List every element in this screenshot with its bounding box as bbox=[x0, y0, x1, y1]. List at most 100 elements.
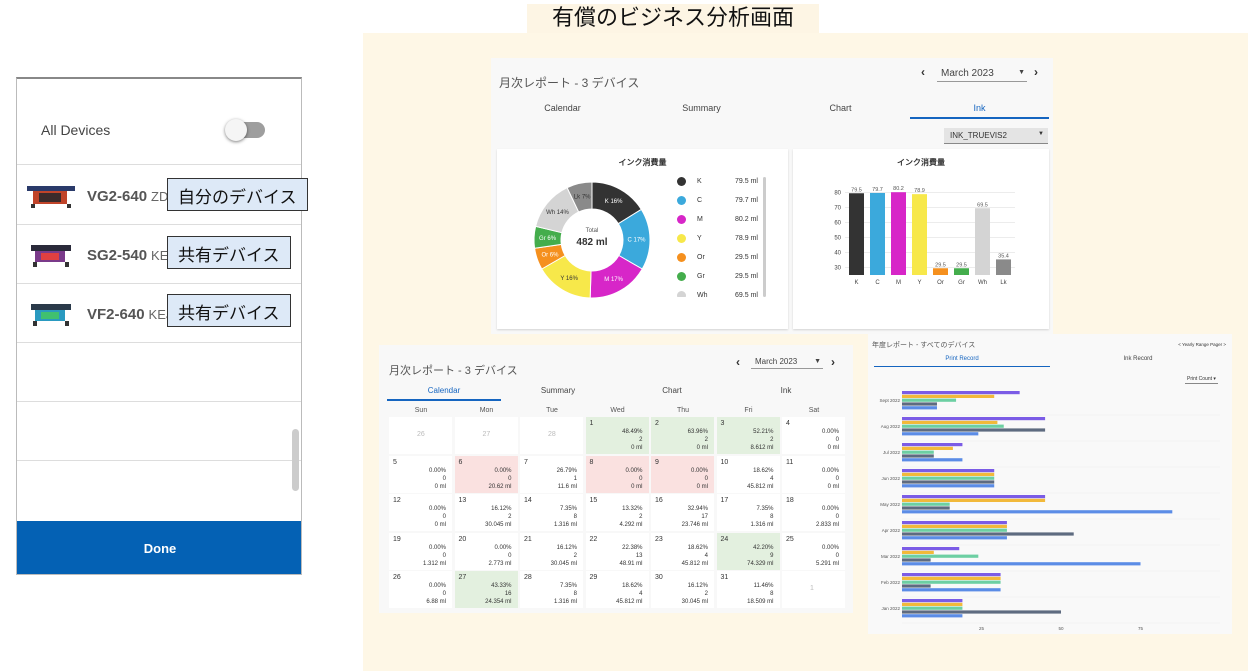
calendar-day[interactable]: 29 18.62% 4 45.812 ml bbox=[585, 571, 649, 608]
ink-bar[interactable] bbox=[912, 194, 927, 275]
legend-scrollbar[interactable] bbox=[763, 177, 766, 297]
tab-print-record[interactable]: Print Record bbox=[874, 356, 1050, 367]
all-devices-toggle[interactable] bbox=[225, 119, 265, 141]
calendar-day[interactable]: 14 7.35% 8 1.316 ml bbox=[520, 494, 583, 531]
tab-ink-record[interactable]: Ink Record bbox=[1123, 356, 1153, 362]
annual-bar[interactable] bbox=[902, 528, 1007, 532]
tab-calendar[interactable]: Calendar bbox=[544, 103, 581, 113]
annual-bar[interactable] bbox=[902, 506, 950, 510]
calendar-day[interactable]: 18 0.00% 0 2.833 ml bbox=[782, 494, 845, 531]
annual-bar[interactable] bbox=[902, 532, 1074, 536]
print-count-select[interactable]: Print Count ▾ bbox=[1185, 376, 1218, 384]
calendar-day[interactable]: 2 63.96% 2 0 ml bbox=[651, 417, 714, 454]
annual-bar[interactable] bbox=[902, 406, 937, 410]
all-devices-row[interactable]: All Devices bbox=[17, 79, 301, 165]
annual-bar[interactable] bbox=[902, 495, 1046, 499]
ink-bar[interactable] bbox=[996, 259, 1011, 275]
calendar-day[interactable]: 27 43.33% 16 24.354 ml bbox=[454, 571, 518, 608]
calendar-day[interactable]: 1 bbox=[782, 571, 845, 608]
ink-bar[interactable] bbox=[849, 193, 864, 275]
annual-bar[interactable] bbox=[902, 606, 963, 610]
annual-bar[interactable] bbox=[902, 558, 931, 562]
calendar-day[interactable]: 12 0.00% 0 0 ml bbox=[389, 494, 452, 531]
tab-ink[interactable]: Ink bbox=[780, 386, 792, 395]
annual-bar[interactable] bbox=[902, 547, 960, 551]
annual-bar[interactable] bbox=[902, 562, 1141, 566]
calendar-day[interactable]: 4 0.00% 0 0 ml bbox=[782, 417, 845, 454]
annual-bar[interactable] bbox=[902, 394, 995, 398]
annual-bar[interactable] bbox=[902, 521, 1007, 525]
calendar-day[interactable]: 28 7.35% 8 1.316 ml bbox=[520, 571, 583, 608]
toggle-knob[interactable] bbox=[225, 119, 247, 141]
annual-bar[interactable] bbox=[902, 402, 937, 406]
device-row[interactable]: VF2-640 KEJ bbox=[17, 284, 301, 343]
device-row[interactable]: VG2-640 ZDV bbox=[17, 166, 301, 225]
annual-bar[interactable] bbox=[902, 476, 995, 480]
annual-bar[interactable] bbox=[902, 454, 934, 458]
annual-bar[interactable] bbox=[902, 446, 953, 450]
annual-bar[interactable] bbox=[902, 424, 1004, 428]
calendar-day[interactable]: 26 0.00% 0 6.88 ml bbox=[389, 571, 452, 608]
annual-bar[interactable] bbox=[902, 480, 995, 484]
annual-bar[interactable] bbox=[902, 610, 1061, 614]
scrollbar-thumb[interactable] bbox=[292, 429, 299, 491]
annual-bar[interactable] bbox=[902, 554, 979, 558]
calendar-day[interactable]: 13 16.12% 2 30.045 ml bbox=[454, 494, 518, 531]
annual-bar[interactable] bbox=[902, 417, 1046, 421]
calendar-day[interactable]: 5 0.00% 0 0 ml bbox=[389, 455, 452, 493]
annual-bar[interactable] bbox=[902, 498, 1046, 502]
tab-summary[interactable]: Summary bbox=[682, 103, 721, 113]
calendar-day[interactable]: 8 0.00% 0 0 ml bbox=[585, 455, 649, 493]
tab-calendar[interactable]: Calendar bbox=[387, 382, 501, 401]
calendar-day[interactable]: 3 52.21% 2 8.612 ml bbox=[716, 417, 780, 454]
chevron-left-icon[interactable]: ‹ bbox=[921, 65, 925, 79]
calendar-day[interactable]: 17 7.35% 8 1.316 ml bbox=[716, 494, 780, 531]
calendar-day[interactable]: 27 bbox=[454, 417, 518, 454]
annual-bar[interactable] bbox=[902, 614, 963, 618]
chevron-right-icon[interactable]: › bbox=[831, 355, 835, 369]
month-select[interactable]: March 2023 ▼ bbox=[751, 355, 823, 369]
calendar-day[interactable]: 24 42.20% 9 74.329 ml bbox=[716, 532, 780, 570]
calendar-day[interactable]: 16 32.94% 17 23.746 ml bbox=[651, 494, 714, 531]
ink-bar[interactable] bbox=[954, 268, 969, 275]
calendar-day[interactable]: 9 0.00% 0 0 ml bbox=[651, 455, 714, 493]
ink-bar[interactable] bbox=[975, 208, 990, 275]
calendar-day[interactable]: 10 18.62% 4 45.812 ml bbox=[716, 455, 780, 493]
annual-bar[interactable] bbox=[902, 550, 934, 554]
donut-slice[interactable] bbox=[566, 181, 593, 213]
annual-bar[interactable] bbox=[902, 432, 979, 436]
calendar-day[interactable]: 7 26.79% 1 11.6 ml bbox=[520, 455, 583, 493]
done-button[interactable]: Done bbox=[17, 521, 301, 574]
tab-summary[interactable]: Summary bbox=[540, 386, 576, 395]
ink-bar[interactable] bbox=[891, 192, 906, 275]
ink-bar[interactable] bbox=[933, 268, 948, 275]
annual-bar[interactable] bbox=[902, 580, 1001, 584]
calendar-day[interactable]: 25 0.00% 0 5.291 ml bbox=[782, 532, 845, 570]
tab-chart[interactable]: Chart bbox=[662, 386, 682, 395]
annual-bar[interactable] bbox=[902, 469, 995, 473]
calendar-day[interactable]: 11 0.00% 0 0 ml bbox=[782, 455, 845, 493]
chevron-right-icon[interactable]: › bbox=[1034, 65, 1038, 79]
annual-bar[interactable] bbox=[902, 443, 963, 447]
calendar-day[interactable]: 21 16.12% 2 30.045 ml bbox=[520, 532, 583, 570]
ink-legend[interactable]: K 79.5 ml C 79.7 ml M 80.2 ml Y 78.9 ml Or 29.5 m… bbox=[677, 177, 777, 297]
annual-bar[interactable] bbox=[902, 588, 1001, 592]
annual-bar[interactable] bbox=[902, 391, 1020, 395]
calendar-day[interactable]: 1 48.49% 2 0 ml bbox=[585, 417, 649, 454]
annual-bar[interactable] bbox=[902, 510, 1173, 514]
calendar-day[interactable]: 30 16.12% 2 30.045 ml bbox=[651, 571, 714, 608]
annual-bar[interactable] bbox=[902, 576, 1001, 580]
annual-bar[interactable] bbox=[902, 602, 963, 606]
calendar-day[interactable]: 28 bbox=[520, 417, 583, 454]
calendar-day[interactable]: 6 0.00% 0 20.62 ml bbox=[454, 455, 518, 493]
chevron-left-icon[interactable]: ‹ bbox=[736, 355, 740, 369]
calendar-day[interactable]: 31 11.46% 8 18.509 ml bbox=[716, 571, 780, 608]
annual-bar[interactable] bbox=[902, 450, 934, 454]
calendar-day[interactable]: 26 bbox=[389, 417, 452, 454]
calendar-day[interactable]: 23 18.62% 4 45.812 ml bbox=[651, 532, 714, 570]
annual-bar[interactable] bbox=[902, 584, 931, 588]
annual-bar[interactable] bbox=[902, 484, 995, 488]
annual-bar[interactable] bbox=[902, 428, 1046, 432]
annual-bar[interactable] bbox=[902, 472, 995, 476]
annual-bar[interactable] bbox=[902, 536, 1007, 540]
